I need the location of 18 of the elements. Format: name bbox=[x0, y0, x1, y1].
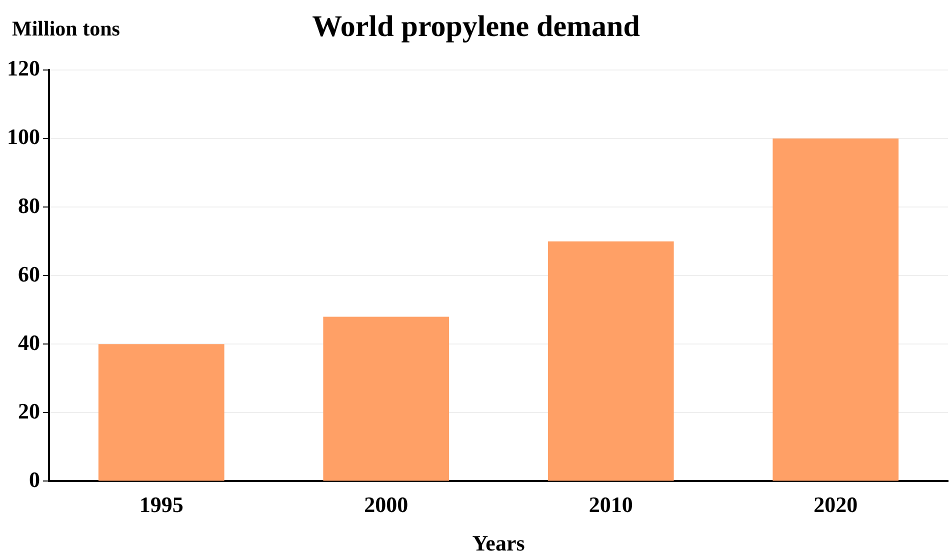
bar bbox=[98, 344, 224, 481]
bar bbox=[323, 316, 450, 481]
y-tick-label: 0 bbox=[29, 466, 40, 492]
x-tick-label: 2010 bbox=[588, 492, 633, 518]
y-tick-label: 120 bbox=[7, 56, 40, 81]
x-axis-title: Years bbox=[472, 530, 526, 556]
x-tick-label: 2000 bbox=[364, 492, 408, 518]
y-tick-label: 40 bbox=[18, 330, 40, 355]
bar bbox=[772, 138, 899, 481]
y-tick-label: 60 bbox=[18, 261, 40, 286]
x-tick-label: 1995 bbox=[139, 492, 184, 518]
x-tick-label: 2020 bbox=[814, 492, 858, 518]
bar bbox=[548, 241, 674, 481]
y-tick-label: 20 bbox=[18, 398, 40, 424]
y-axis-title: Million tons bbox=[12, 16, 120, 40]
y-tick-label: 100 bbox=[7, 124, 40, 150]
chart-title: World propylene demand bbox=[312, 10, 640, 43]
y-tick-label: 80 bbox=[18, 192, 40, 218]
